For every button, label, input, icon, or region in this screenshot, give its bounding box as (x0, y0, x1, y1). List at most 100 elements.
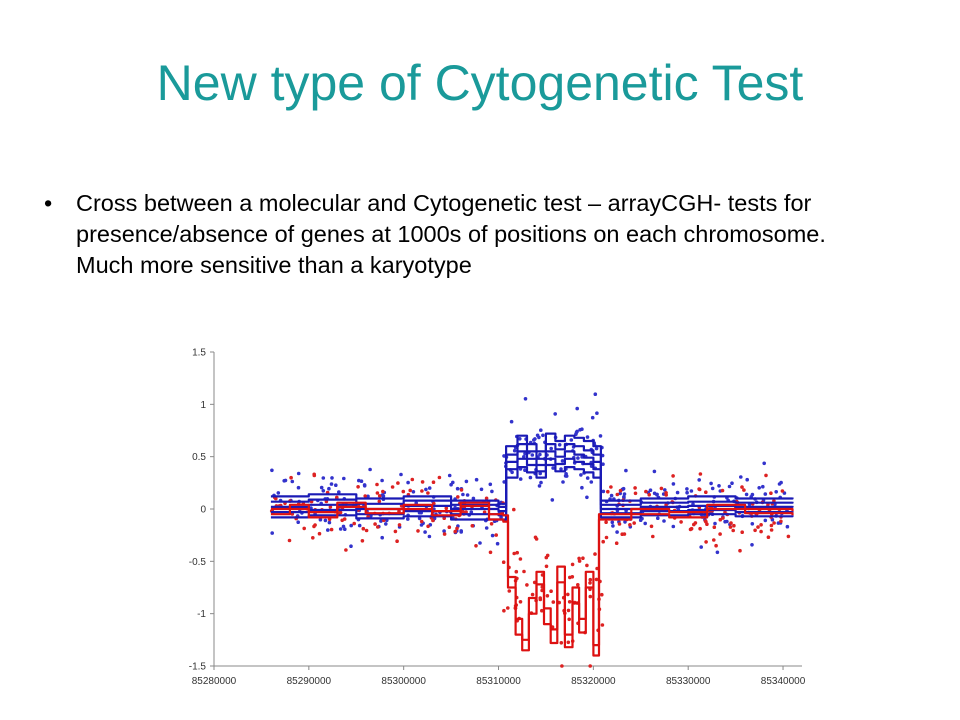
data-point (329, 527, 334, 532)
x-tick-label: 85330000 (666, 676, 711, 687)
data-point (376, 525, 380, 529)
data-point (518, 437, 522, 441)
data-point (540, 608, 544, 613)
data-point (359, 479, 364, 483)
chart-axes: 1.5 1 0.5 0 -0.5 -1 -1.5 85280000 85290000 853000… (189, 348, 806, 688)
data-point (728, 525, 733, 529)
data-point (697, 487, 702, 492)
segment-line (270, 443, 794, 508)
data-point (566, 640, 571, 645)
data-point (488, 550, 493, 555)
data-point (381, 489, 385, 494)
data-point (621, 486, 626, 491)
data-point (615, 492, 620, 497)
x-tick-label: 85280000 (192, 676, 237, 687)
data-point (514, 569, 519, 574)
data-point (633, 486, 637, 490)
data-point (419, 519, 424, 524)
data-point (604, 535, 609, 540)
data-point (544, 564, 549, 569)
data-point (530, 453, 535, 457)
data-point (720, 488, 725, 493)
data-point (617, 522, 622, 526)
data-point (420, 489, 424, 493)
data-point (598, 434, 603, 438)
y-tick-label: 0 (200, 505, 206, 516)
data-point (270, 468, 274, 473)
data-point (757, 486, 761, 490)
data-point (366, 494, 370, 499)
data-point (361, 526, 366, 531)
data-point (601, 539, 605, 544)
bullet-marker: • (44, 190, 53, 216)
data-point (622, 495, 626, 499)
data-point (577, 556, 581, 561)
data-point (327, 520, 332, 525)
data-point (459, 488, 464, 492)
data-point (753, 528, 757, 533)
data-point (713, 521, 717, 526)
data-point (537, 435, 541, 440)
data-point (380, 535, 384, 540)
data-point (363, 494, 367, 498)
data-point (664, 491, 668, 495)
data-point (377, 494, 382, 498)
data-point (685, 487, 689, 491)
data-point (761, 484, 765, 489)
data-point (588, 581, 592, 585)
data-point (380, 478, 384, 483)
data-point (344, 548, 348, 552)
x-tick-label: 85340000 (761, 676, 806, 687)
data-point (593, 552, 597, 556)
data-point (763, 492, 768, 496)
data-point (395, 539, 399, 543)
data-point (337, 490, 341, 494)
data-point (381, 494, 386, 498)
data-point (393, 529, 398, 534)
data-point (689, 526, 694, 531)
data-point (633, 491, 638, 496)
data-point (360, 539, 365, 543)
data-point (518, 477, 523, 481)
data-point (663, 488, 667, 492)
data-point (311, 536, 315, 540)
data-point (567, 617, 571, 622)
data-point (368, 467, 372, 472)
data-point (317, 531, 322, 536)
data-point (742, 488, 746, 492)
data-point (566, 592, 570, 597)
data-point (523, 468, 527, 472)
data-point (671, 524, 676, 529)
data-point (559, 641, 564, 645)
data-point (589, 480, 594, 484)
data-point (647, 492, 651, 497)
data-point (567, 600, 572, 604)
data-point (461, 492, 465, 497)
data-point (744, 492, 749, 497)
data-point (545, 594, 550, 598)
data-point (478, 541, 482, 545)
segment-line (270, 463, 794, 521)
data-point (296, 520, 300, 524)
data-point (340, 518, 344, 523)
data-point (488, 482, 493, 487)
data-point (518, 600, 523, 604)
data-point (750, 543, 754, 547)
data-point (710, 486, 715, 491)
data-point (704, 540, 708, 544)
data-point (632, 521, 636, 525)
y-tick-label: 1 (200, 400, 206, 411)
data-point (416, 529, 420, 533)
data-point (442, 529, 446, 533)
data-point (551, 466, 555, 470)
data-point (585, 435, 590, 439)
data-point (560, 459, 565, 463)
y-tick-label: -1.5 (189, 662, 207, 673)
data-point (739, 475, 743, 479)
data-point (615, 530, 619, 534)
data-point (604, 520, 608, 524)
data-point (377, 499, 382, 504)
data-point (779, 519, 783, 524)
slide-title: New type of Cytogenetic Test (156, 55, 804, 111)
data-point (411, 490, 416, 494)
